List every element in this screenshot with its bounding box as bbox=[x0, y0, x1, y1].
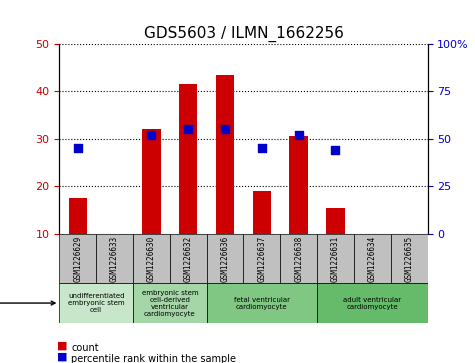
Bar bbox=[253, 191, 271, 234]
FancyBboxPatch shape bbox=[390, 234, 428, 283]
Text: GSM1226637: GSM1226637 bbox=[257, 236, 266, 282]
Text: undifferentiated
embryonic stem
cell: undifferentiated embryonic stem cell bbox=[68, 293, 124, 313]
Text: GSM1226632: GSM1226632 bbox=[184, 236, 193, 282]
Bar bbox=[142, 129, 161, 234]
Text: GSM1226638: GSM1226638 bbox=[294, 236, 303, 282]
Bar bbox=[326, 208, 345, 234]
Point bbox=[221, 126, 229, 132]
Title: GDS5603 / ILMN_1662256: GDS5603 / ILMN_1662256 bbox=[143, 26, 343, 42]
Point bbox=[184, 126, 192, 132]
Bar bbox=[289, 136, 308, 234]
FancyBboxPatch shape bbox=[207, 234, 243, 283]
FancyBboxPatch shape bbox=[170, 234, 207, 283]
FancyBboxPatch shape bbox=[317, 283, 428, 323]
Text: fetal ventricular
cardiomyocyte: fetal ventricular cardiomyocyte bbox=[234, 297, 290, 310]
Text: GSM1226636: GSM1226636 bbox=[220, 236, 229, 282]
FancyBboxPatch shape bbox=[96, 234, 133, 283]
Text: GSM1226633: GSM1226633 bbox=[110, 236, 119, 282]
FancyBboxPatch shape bbox=[133, 234, 170, 283]
Point bbox=[332, 147, 339, 153]
Text: adult ventricular
cardiomyocyte: adult ventricular cardiomyocyte bbox=[343, 297, 401, 310]
Text: cell type: cell type bbox=[0, 298, 55, 308]
FancyBboxPatch shape bbox=[207, 283, 317, 323]
Text: GSM1226635: GSM1226635 bbox=[405, 236, 414, 282]
Bar bbox=[179, 84, 198, 234]
Text: ■: ■ bbox=[57, 351, 67, 362]
Bar bbox=[216, 74, 234, 234]
FancyBboxPatch shape bbox=[133, 283, 207, 323]
Point bbox=[74, 146, 82, 151]
Text: GSM1226634: GSM1226634 bbox=[368, 236, 377, 282]
FancyBboxPatch shape bbox=[280, 234, 317, 283]
Text: ■: ■ bbox=[57, 340, 67, 351]
Text: GSM1226631: GSM1226631 bbox=[331, 236, 340, 282]
Point bbox=[295, 132, 303, 138]
Point bbox=[148, 132, 155, 138]
FancyBboxPatch shape bbox=[317, 234, 354, 283]
Point bbox=[258, 146, 266, 151]
Text: embryonic stem
cell-derived
ventricular
cardiomyocyte: embryonic stem cell-derived ventricular … bbox=[142, 290, 198, 317]
Text: GSM1226629: GSM1226629 bbox=[73, 236, 82, 282]
Bar bbox=[68, 199, 87, 234]
FancyBboxPatch shape bbox=[59, 234, 96, 283]
Text: GSM1226630: GSM1226630 bbox=[147, 236, 156, 282]
FancyBboxPatch shape bbox=[243, 234, 280, 283]
Text: count: count bbox=[71, 343, 99, 354]
FancyBboxPatch shape bbox=[59, 283, 133, 323]
Text: percentile rank within the sample: percentile rank within the sample bbox=[71, 354, 236, 363]
FancyBboxPatch shape bbox=[354, 234, 390, 283]
